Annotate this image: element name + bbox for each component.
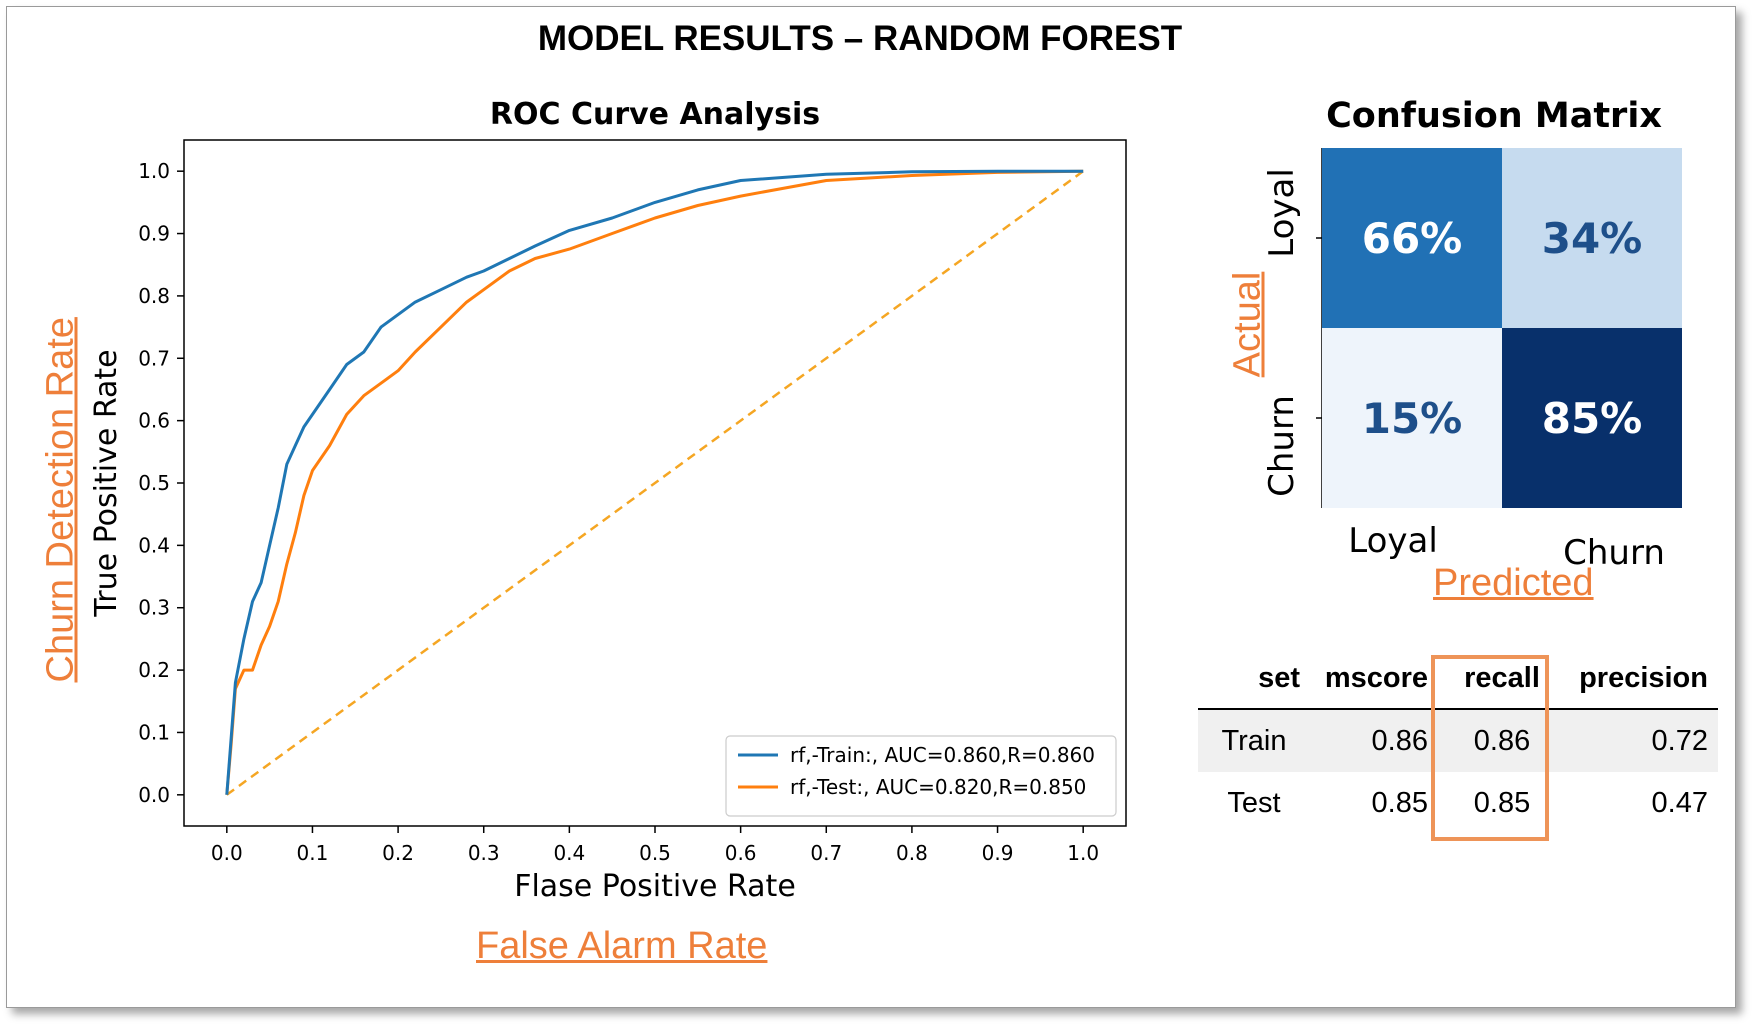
cm-cell-loyal-loyal: 66%	[1322, 148, 1502, 328]
page-title: MODEL RESULTS – RANDOM FOREST	[538, 19, 1182, 58]
roc-x-tick-label: 0.7	[810, 841, 842, 865]
cell-mscore: 0.86	[1310, 709, 1438, 772]
roc-y-tick-label: 0.8	[138, 284, 170, 308]
roc-y-tick-label: 0.3	[138, 596, 170, 620]
roc-y-axis-label: True Positive Rate	[89, 349, 124, 617]
false-alarm-rate-note: False Alarm Rate	[476, 925, 768, 967]
cell-recall: 0.86	[1438, 709, 1566, 772]
roc-series-line-2	[226, 170, 1084, 796]
cm-cell-churn-loyal: 15%	[1322, 328, 1502, 508]
roc-x-tick-label: 0.1	[297, 841, 329, 865]
roc-x-axis-label: Flase Positive Rate	[514, 869, 796, 904]
recall-highlight-box	[1431, 655, 1549, 841]
col-header-mscore: mscore	[1310, 648, 1438, 710]
metrics-header-row: set mscore recall precision	[1198, 648, 1718, 710]
cm-col-label-churn: Churn	[1563, 533, 1665, 573]
roc-x-tick-label: 0.4	[553, 841, 585, 865]
predicted-axis-note: Predicted	[1433, 562, 1594, 604]
roc-y-tick-label: 0.0	[138, 783, 170, 807]
roc-x-tick-label: 1.0	[1067, 841, 1099, 865]
cm-cell-churn-churn: 85%	[1502, 328, 1682, 508]
roc-x-tick-label: 0.9	[982, 841, 1014, 865]
roc-legend-label: rf,-Test:, AUC=0.820,R=0.850	[790, 775, 1086, 799]
col-header-set: set	[1198, 648, 1310, 710]
cell-set: Test	[1227, 786, 1281, 819]
roc-series-line-0	[225, 169, 1084, 795]
roc-x-tick-label: 0.3	[468, 841, 500, 865]
cm-cell-loyal-churn: 34%	[1502, 148, 1682, 328]
cell-precision: 0.72	[1566, 709, 1718, 772]
roc-x-tick-label: 0.5	[639, 841, 671, 865]
roc-series-line-1	[225, 169, 1084, 795]
churn-detection-rate-note: Churn Detection Rate	[39, 317, 82, 683]
cm-col-label-loyal: Loyal	[1348, 521, 1438, 561]
roc-x-tick-label: 0.8	[896, 841, 928, 865]
cell-set: Train	[1198, 709, 1310, 772]
roc-chart-title: ROC Curve Analysis	[490, 97, 820, 132]
cell-mscore: 0.85	[1371, 786, 1428, 819]
roc-y-tick-label: 0.7	[138, 346, 170, 370]
roc-x-tick-label: 0.0	[211, 841, 243, 865]
roc-y-tick-label: 0.4	[138, 533, 170, 557]
roc-y-tick-label: 0.9	[138, 222, 170, 246]
cm-row-label-churn: Churn	[1262, 395, 1302, 497]
roc-y-tick-label: 0.5	[138, 471, 170, 495]
metrics-table: set mscore recall precision Train 0.86 0…	[1198, 648, 1718, 834]
cell-precision: 0.47	[1651, 786, 1708, 819]
roc-legend-box	[725, 735, 1117, 817]
roc-x-tick-label: 0.2	[382, 841, 414, 865]
roc-legend-label: rf,-Train:, AUC=0.860,R=0.860	[790, 743, 1095, 767]
roc-y-tick-label: 0.1	[138, 720, 170, 744]
table-row: Train 0.86 0.86 0.72	[1198, 709, 1718, 772]
roc-y-tick-label: 1.0	[138, 159, 170, 183]
cell-recall: 0.85	[1473, 786, 1531, 819]
roc-x-tick-label: 0.6	[725, 841, 757, 865]
actual-axis-note: Actual	[1226, 271, 1269, 378]
confusion-matrix-title: Confusion Matrix	[1326, 96, 1662, 136]
roc-y-tick-label: 0.2	[138, 658, 170, 682]
table-row: Test 0.85 0.85 0.47	[1198, 772, 1718, 834]
cm-row-label-loyal: Loyal	[1262, 168, 1302, 258]
roc-y-tick-label: 0.6	[138, 409, 170, 433]
col-header-precision: precision	[1566, 648, 1718, 710]
